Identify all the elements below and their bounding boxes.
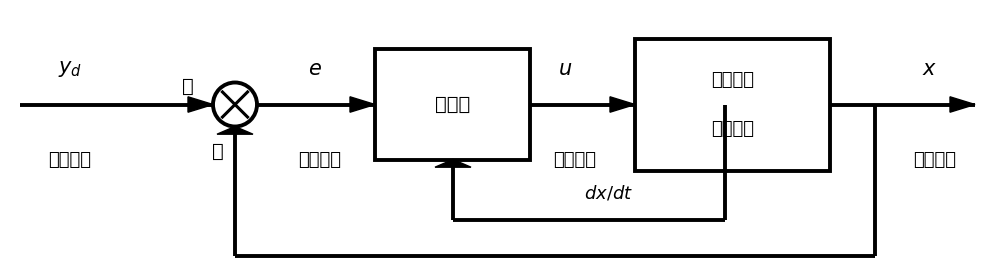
Text: 输出位移: 输出位移 bbox=[914, 150, 956, 169]
Polygon shape bbox=[435, 160, 471, 167]
Text: 压电陶瓷: 压电陶瓷 bbox=[711, 71, 754, 89]
Text: $dx/dt$: $dx/dt$ bbox=[584, 183, 634, 202]
Polygon shape bbox=[950, 97, 975, 112]
Text: 控制电压: 控制电压 bbox=[554, 150, 596, 169]
Polygon shape bbox=[217, 126, 253, 134]
Text: $x$: $x$ bbox=[922, 59, 938, 79]
Text: $u$: $u$ bbox=[558, 59, 572, 79]
Text: －: － bbox=[182, 77, 194, 96]
Text: 期望轨迹: 期望轨迹 bbox=[48, 150, 92, 169]
Polygon shape bbox=[610, 97, 635, 112]
Polygon shape bbox=[350, 97, 375, 112]
Text: $e$: $e$ bbox=[308, 59, 322, 79]
Bar bbox=[375, 50, 530, 160]
Text: 控制器: 控制器 bbox=[435, 95, 470, 114]
Text: $y_d$: $y_d$ bbox=[58, 59, 82, 79]
Text: 误差信号: 误差信号 bbox=[298, 150, 342, 169]
Bar bbox=[635, 39, 830, 170]
Polygon shape bbox=[188, 97, 213, 112]
Text: 驱动部件: 驱动部件 bbox=[711, 120, 754, 138]
Text: ＋: ＋ bbox=[212, 142, 224, 161]
